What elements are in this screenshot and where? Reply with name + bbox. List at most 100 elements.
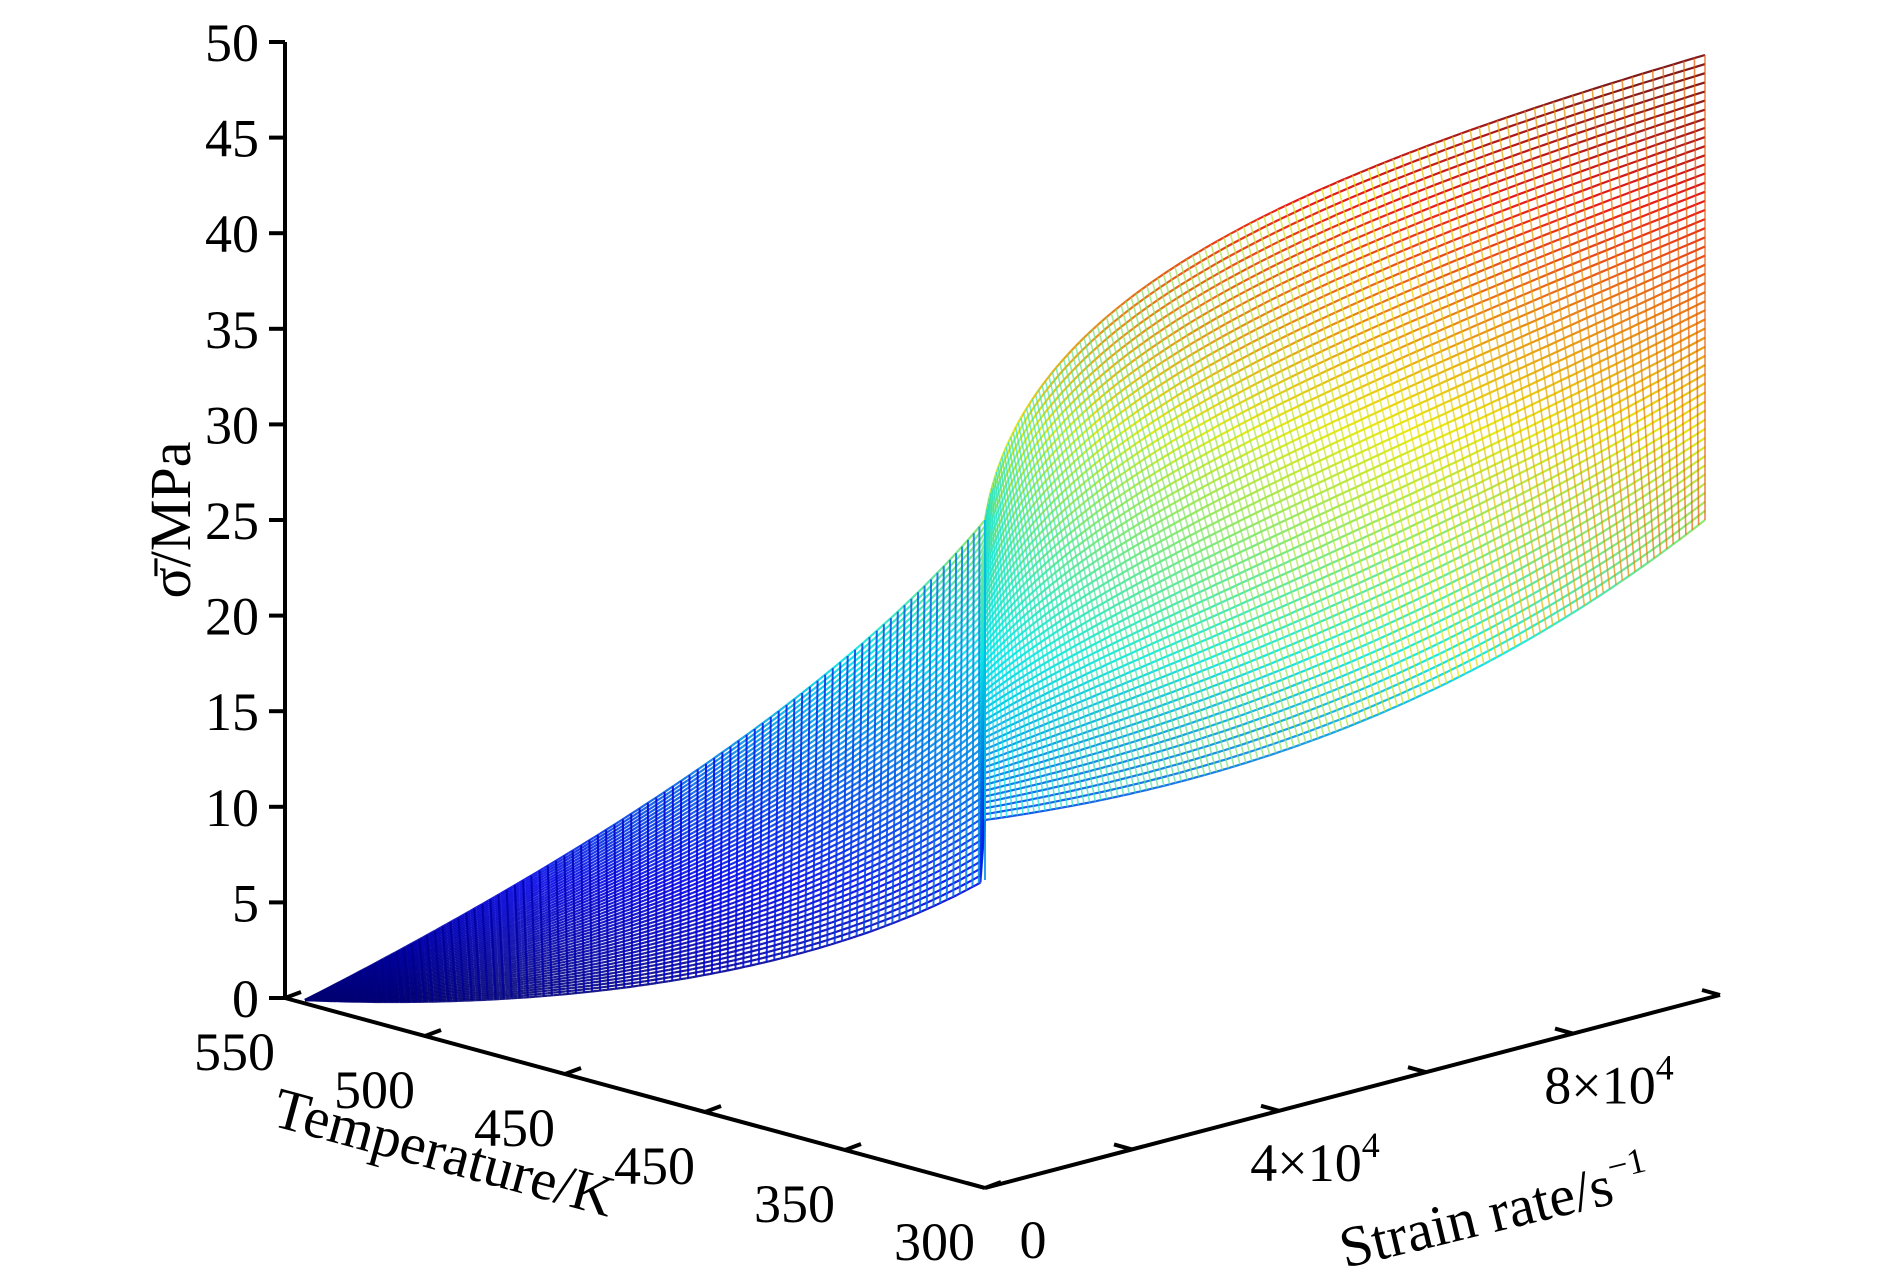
surface-segment — [1434, 317, 1444, 323]
surface-segment — [1570, 250, 1581, 256]
surface-segment — [674, 779, 682, 786]
surface-segment — [1532, 235, 1543, 241]
surface-segment — [1328, 376, 1337, 382]
surface-segment — [711, 771, 719, 778]
surface-segment — [1185, 353, 1193, 359]
surface-segment — [556, 874, 564, 881]
surface-segment — [429, 942, 437, 948]
surface-segment — [1536, 123, 1547, 129]
surface-segment — [574, 853, 582, 859]
surface-segment — [1129, 401, 1137, 407]
surface-segment — [1162, 269, 1170, 276]
surface-segment — [1267, 286, 1276, 292]
surface-segment — [1135, 288, 1143, 295]
surface-segment — [612, 879, 620, 885]
surface-segment — [1663, 90, 1675, 97]
surface-segment — [699, 779, 707, 786]
surface-segment — [606, 863, 614, 869]
surface-segment — [661, 848, 670, 854]
surface-segment — [488, 908, 496, 914]
surface-segment — [1132, 301, 1140, 308]
surface-segment — [661, 788, 670, 795]
surface-segment — [1457, 307, 1467, 314]
surface-segment — [1333, 200, 1343, 207]
surface-segment — [1531, 286, 1541, 293]
surface-segment — [1386, 167, 1396, 174]
surface-segment — [1412, 210, 1422, 216]
surface-segment — [1170, 297, 1178, 303]
surface-segment — [729, 750, 738, 757]
surface-segment — [1474, 258, 1484, 265]
surface-segment — [1257, 334, 1266, 341]
surface-segment — [428, 932, 436, 938]
surface-segment — [1217, 421, 1225, 427]
surface-segment — [1438, 294, 1448, 301]
surface-segment — [729, 785, 737, 792]
surface-segment — [1310, 395, 1319, 401]
surface-segment — [1652, 66, 1664, 72]
surface-segment — [1623, 103, 1635, 110]
surface-segment — [1252, 228, 1261, 234]
surface-segment — [543, 873, 551, 880]
surface-segment — [1378, 171, 1388, 177]
surface-segment — [500, 906, 508, 912]
surface-segment — [1538, 212, 1549, 219]
surface-segment — [1537, 132, 1548, 138]
surface-segment — [1317, 392, 1326, 398]
surface-segment — [562, 885, 570, 891]
surface-segment — [549, 867, 557, 874]
surface-segment — [1550, 158, 1561, 164]
surface-segment — [1295, 392, 1303, 398]
surface-segment — [1247, 427, 1255, 433]
surface-segment — [1219, 300, 1228, 307]
surface-segment — [1498, 300, 1508, 306]
surface-segment — [1109, 477, 1116, 484]
surface-segment — [655, 792, 664, 799]
surface-segment — [1306, 408, 1315, 414]
surface-segment — [594, 894, 602, 899]
surface-segment — [1262, 430, 1270, 436]
surface-segment — [618, 823, 626, 830]
surface-segment — [630, 815, 639, 822]
surface-segment — [765, 767, 773, 774]
surface-segment — [1242, 331, 1251, 338]
surface-segment — [1354, 386, 1362, 392]
surface-segment — [524, 876, 532, 883]
surface-segment — [1240, 322, 1248, 328]
surface-segment — [1289, 220, 1298, 227]
surface-segment — [637, 825, 645, 832]
surface-segment — [930, 573, 937, 581]
surface-segment — [1174, 360, 1182, 366]
surface-segment — [1366, 197, 1376, 203]
surface-segment — [1094, 354, 1101, 361]
surface-segment — [1303, 214, 1313, 220]
surface-segment — [1205, 374, 1213, 380]
surface-segment — [1243, 363, 1252, 370]
surface-segment — [1628, 178, 1639, 185]
surface-segment — [1192, 424, 1200, 430]
surface-segment — [611, 833, 620, 840]
surface-segment — [1180, 356, 1188, 363]
surface-segment — [1380, 298, 1390, 304]
surface-segment — [1489, 242, 1499, 248]
surface-segment — [1134, 418, 1141, 425]
surface-segment — [1483, 151, 1494, 158]
surface-segment — [1191, 349, 1199, 356]
surface-segment — [1393, 281, 1403, 288]
surface-segment — [1386, 285, 1395, 291]
surface-segment — [1198, 301, 1207, 308]
surface-segment — [1302, 301, 1310, 308]
surface-segment — [1112, 381, 1120, 388]
surface-segment — [1341, 197, 1350, 203]
surface-segment — [544, 891, 552, 897]
surface-segment — [1406, 340, 1415, 346]
surface-segment — [519, 901, 527, 907]
surface-segment — [1597, 249, 1608, 255]
surface-segment — [1511, 212, 1522, 219]
surface-segment — [435, 938, 442, 943]
surface-segment — [1159, 465, 1166, 471]
surface-segment — [1541, 231, 1551, 238]
surface-segment — [711, 809, 719, 816]
surface-segment — [1654, 121, 1666, 128]
surface-segment — [1399, 343, 1408, 350]
